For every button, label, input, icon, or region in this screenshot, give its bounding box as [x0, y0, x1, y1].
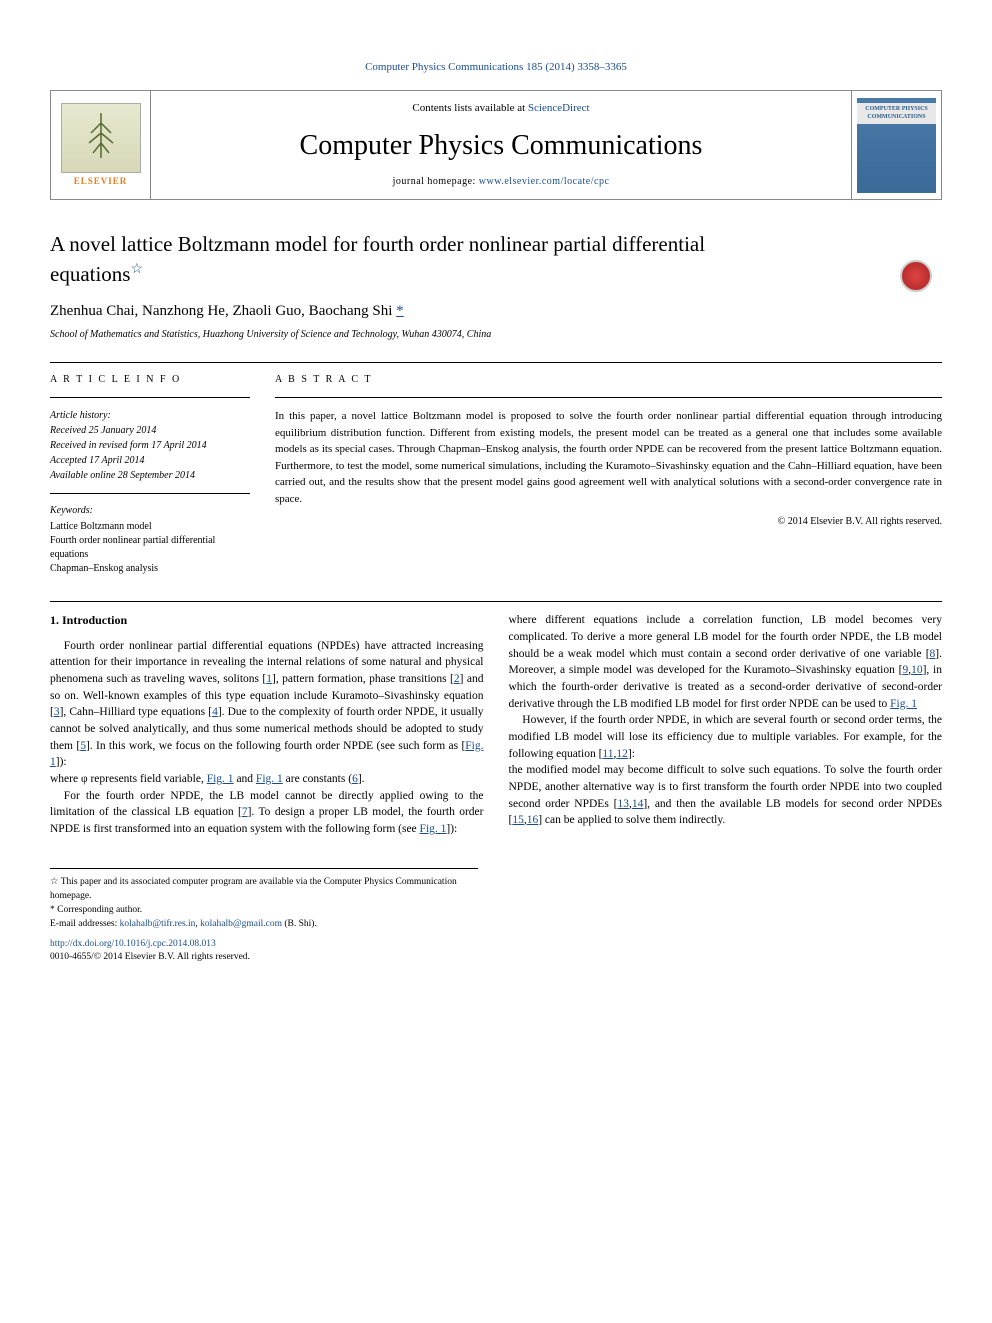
- journal-title: Computer Physics Communications: [300, 126, 703, 165]
- body-para: Fourth order nonlinear partial different…: [50, 638, 484, 771]
- homepage-link[interactable]: www.elsevier.com/locate/cpc: [479, 176, 610, 187]
- contents-line: Contents lists available at ScienceDirec…: [412, 101, 589, 116]
- accepted-date: Accepted 17 April 2014: [50, 453, 250, 468]
- body-text: ].: [358, 773, 365, 785]
- footnote-star: ☆ This paper and its associated computer…: [50, 875, 478, 904]
- elsevier-tree-icon: [61, 103, 141, 173]
- revised-date: Received in revised form 17 April 2014: [50, 438, 250, 453]
- body-para: For the fourth order NPDE, the LB model …: [50, 788, 484, 838]
- body-columns: 1. Introduction Fourth order nonlinear p…: [50, 612, 942, 837]
- figure-link[interactable]: Fig. 1: [890, 698, 917, 710]
- journal-header: ELSEVIER Contents lists available at Sci…: [50, 90, 942, 200]
- article-info-heading: A R T I C L E I N F O: [50, 373, 250, 387]
- abstract: A B S T R A C T In this paper, a novel l…: [275, 373, 942, 576]
- citation-link[interactable]: 10: [911, 664, 923, 676]
- email-link[interactable]: kolahalb@gmail.com: [200, 919, 282, 929]
- citation-link[interactable]: 15: [512, 814, 524, 826]
- authors-list: Zhenhua Chai, Nanzhong He, Zhaoli Guo, B…: [50, 303, 392, 319]
- email-suffix: (B. Shi).: [282, 919, 317, 929]
- body-para: the modified model may become difficult …: [509, 762, 943, 829]
- article-dates: Article history: Received 25 January 201…: [50, 408, 250, 483]
- abstract-heading: A B S T R A C T: [275, 373, 942, 387]
- abstract-text: In this paper, a novel lattice Boltzmann…: [275, 408, 942, 507]
- elsevier-label: ELSEVIER: [74, 175, 128, 188]
- section-heading: 1. Introduction: [50, 612, 484, 629]
- homepage-line: journal homepage: www.elsevier.com/locat…: [393, 175, 610, 189]
- divider: [50, 601, 942, 602]
- homepage-prefix: journal homepage:: [393, 176, 479, 187]
- body-text: However, if the fourth order NPDE, in wh…: [509, 714, 943, 759]
- citation-link[interactable]: 16: [527, 814, 539, 826]
- body-text: ]):: [56, 756, 67, 768]
- cover-text: COMPUTER PHYSICS COMMUNICATIONS: [857, 103, 936, 124]
- keywords-label: Keywords:: [50, 504, 250, 518]
- body-text: ]. In this work, we focus on the followi…: [86, 740, 465, 752]
- divider: [50, 397, 250, 398]
- header-center: Contents lists available at ScienceDirec…: [151, 91, 851, 199]
- doi-link[interactable]: http://dx.doi.org/10.1016/j.cpc.2014.08.…: [50, 939, 216, 949]
- email-label: E-mail addresses:: [50, 919, 120, 929]
- divider: [275, 397, 942, 398]
- citation-link[interactable]: 11: [602, 748, 613, 760]
- title-footnote-mark: ☆: [130, 262, 143, 277]
- figure-link[interactable]: Fig. 1: [207, 773, 234, 785]
- footnotes: ☆ This paper and its associated computer…: [50, 868, 478, 932]
- divider: [50, 493, 250, 494]
- info-abstract-row: A R T I C L E I N F O Article history: R…: [50, 373, 942, 576]
- body-text: and: [234, 773, 256, 785]
- crossmark-icon[interactable]: [900, 260, 932, 292]
- article-info: A R T I C L E I N F O Article history: R…: [50, 373, 250, 576]
- cover-image: COMPUTER PHYSICS COMMUNICATIONS: [857, 98, 936, 193]
- doi-copyright: 0010-4655/© 2014 Elsevier B.V. All right…: [50, 952, 250, 962]
- body-text: ]:: [628, 748, 635, 760]
- authors: Zhenhua Chai, Nanzhong He, Zhaoli Guo, B…: [50, 301, 942, 322]
- doi-block: http://dx.doi.org/10.1016/j.cpc.2014.08.…: [50, 938, 942, 965]
- body-para: However, if the fourth order NPDE, in wh…: [509, 712, 943, 762]
- journal-cover: COMPUTER PHYSICS COMMUNICATIONS: [851, 91, 941, 199]
- divider: [50, 362, 942, 363]
- body-para: where different equations include a corr…: [509, 612, 943, 712]
- body-text: where φ represents field variable,: [50, 773, 207, 785]
- received-date: Received 25 January 2014: [50, 423, 250, 438]
- copyright: © 2014 Elsevier B.V. All rights reserved…: [275, 515, 942, 529]
- elsevier-logo: ELSEVIER: [51, 91, 151, 199]
- title-text: A novel lattice Boltzmann model for four…: [50, 232, 705, 285]
- body-text: ]):: [446, 823, 457, 835]
- contents-prefix: Contents lists available at: [412, 102, 527, 114]
- citation-link[interactable]: 13: [617, 798, 629, 810]
- history-label: Article history:: [50, 408, 250, 423]
- figure-link[interactable]: Fig. 1: [420, 823, 447, 835]
- top-citation: Computer Physics Communications 185 (201…: [50, 60, 942, 75]
- available-date: Available online 28 September 2014: [50, 468, 250, 483]
- body-text: are constants (: [283, 773, 352, 785]
- sciencedirect-link[interactable]: ScienceDirect: [528, 102, 590, 114]
- email-link[interactable]: kolahalb@tifr.res.in: [120, 919, 196, 929]
- body-para: where φ represents field variable, Fig. …: [50, 771, 484, 788]
- body-text: ], pattern formation, phase transitions …: [272, 673, 454, 685]
- body-text: ], Cahn–Hilliard type equations [: [60, 706, 212, 718]
- figure-link[interactable]: Fig. 1: [256, 773, 283, 785]
- keywords: Lattice Boltzmann model Fourth order non…: [50, 520, 250, 576]
- body-text: where different equations include a corr…: [509, 614, 943, 659]
- citation-link[interactable]: 12: [616, 748, 628, 760]
- footnote-email: E-mail addresses: kolahalb@tifr.res.in, …: [50, 917, 478, 931]
- body-text: ] can be applied to solve them indirectl…: [538, 814, 725, 826]
- corresponding-mark[interactable]: *: [396, 303, 404, 319]
- affiliation: School of Mathematics and Statistics, Hu…: [50, 328, 942, 342]
- article-title: A novel lattice Boltzmann model for four…: [50, 230, 790, 289]
- footnote-corresponding: * Corresponding author.: [50, 903, 478, 917]
- citation-link[interactable]: 14: [632, 798, 644, 810]
